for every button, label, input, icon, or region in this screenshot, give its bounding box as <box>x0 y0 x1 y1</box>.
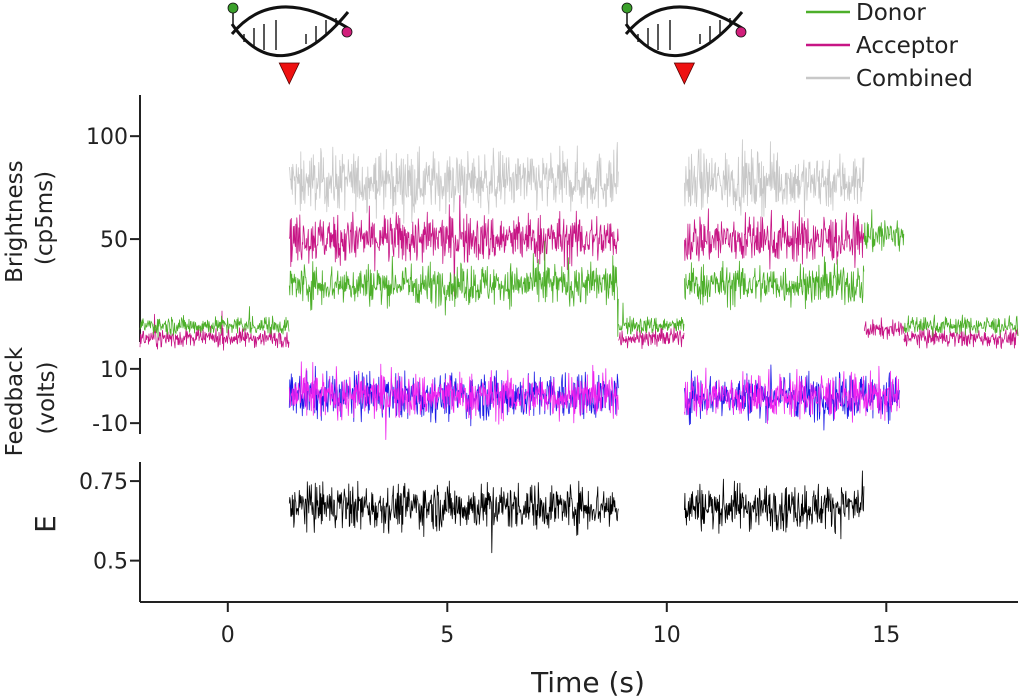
event-marker <box>278 62 300 85</box>
donor-trace <box>903 314 1019 337</box>
y-tick-label: 0.75 <box>79 470 128 495</box>
combined-trace <box>288 142 619 224</box>
acceptor-trace <box>288 195 619 297</box>
brightness-y-label: Brightness (cp5ms) <box>2 153 58 283</box>
feedback-y-label: Feedback (volts) <box>2 340 60 457</box>
brightness-panel: 50 100 Brightness (cp5ms) <box>2 62 1019 351</box>
efficiency-trace <box>288 480 619 554</box>
x-tick-label: 0 <box>221 623 235 648</box>
x-tick-label: 5 <box>440 623 454 648</box>
acceptor-trace <box>684 208 865 270</box>
dna-icon <box>621 2 747 58</box>
dna-icon <box>227 2 353 58</box>
feedback-panel: 10 -10 Feedback (volts) <box>2 340 900 457</box>
y-tick-label: 0.5 <box>93 550 128 575</box>
feedback-trace-magenta <box>684 365 900 425</box>
donor-trace <box>684 256 865 311</box>
efficiency-traces <box>288 470 865 554</box>
feedback-traces <box>288 361 900 440</box>
event-marker <box>673 62 695 85</box>
efficiency-y-label: E <box>29 515 62 533</box>
legend-label: Combined <box>856 66 973 92</box>
y-tick-label: 10 <box>100 358 128 383</box>
donor-trace <box>139 306 290 338</box>
acceptor-trace <box>903 327 1019 349</box>
efficiency-panel: 0.75 0.5 0 5 10 15 E Time (s) <box>29 462 1018 699</box>
y-tick-label: 50 <box>100 228 128 253</box>
efficiency-y-ticks: 0.75 0.5 <box>79 470 140 575</box>
y-tick-label: 100 <box>86 125 128 150</box>
acceptor-trace <box>863 317 905 340</box>
event-markers <box>278 62 695 85</box>
combined-trace <box>684 139 865 218</box>
x-axis-label: Time (s) <box>530 666 645 699</box>
brightness-traces <box>139 139 1019 351</box>
acceptor-trace <box>139 310 290 351</box>
feedback-trace-magenta <box>288 361 619 440</box>
legend-label: Donor <box>856 0 926 26</box>
donor-trace <box>288 240 619 337</box>
legend-label: Acceptor <box>856 33 958 59</box>
y-tick-label: -10 <box>92 412 128 437</box>
brightness-y-ticks: 50 100 <box>86 125 140 253</box>
efficiency-trace <box>684 470 865 540</box>
acceptor-trace <box>618 325 685 349</box>
x-tick-label: 10 <box>653 623 681 648</box>
donor-trace <box>863 209 905 253</box>
legend: Donor Acceptor Combined <box>806 0 973 92</box>
feedback-y-ticks: 10 -10 <box>92 358 140 437</box>
donor-trace <box>618 302 685 335</box>
x-ticks: 0 5 10 15 <box>221 602 900 648</box>
x-tick-label: 15 <box>872 623 900 648</box>
